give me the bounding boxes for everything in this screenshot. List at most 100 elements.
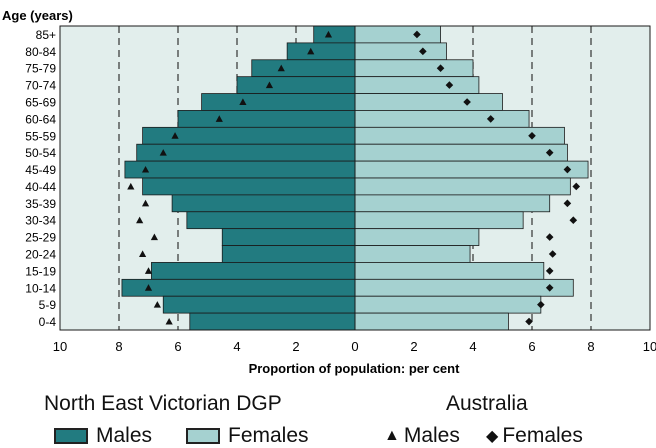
triangle-point <box>239 98 247 105</box>
triangle-marker-icon: ▲ <box>384 427 400 444</box>
legend-australia-females-label: Females <box>502 424 583 447</box>
age-label: 45-49 <box>25 163 56 177</box>
bar-males <box>124 160 356 179</box>
triangle-point <box>277 64 285 72</box>
age-label: 25-29 <box>25 231 56 245</box>
males-swatch <box>54 428 88 444</box>
triangle-point <box>171 132 179 139</box>
bar-males <box>221 245 356 263</box>
bar-females <box>354 93 503 111</box>
diamond-point <box>436 64 445 73</box>
diamond-point <box>528 131 536 140</box>
bar-females <box>354 278 574 297</box>
x-tick-label: 4 <box>469 339 476 354</box>
triangle-point <box>150 233 158 241</box>
diamond-point <box>413 30 421 39</box>
bar-males <box>221 228 356 246</box>
plot-border <box>59 25 651 331</box>
triangle-point <box>141 165 150 173</box>
bar-females <box>354 262 545 280</box>
triangle-point <box>159 149 167 156</box>
bar-females <box>354 42 447 61</box>
x-tick-label: 2 <box>410 339 417 354</box>
diamond-point <box>548 250 557 258</box>
diamond-point <box>463 98 471 106</box>
triangle-point <box>165 317 173 325</box>
population-pyramid-chart: 85+80-8475-7970-7465-6960-6455-5950-5445… <box>2 8 656 376</box>
bar-males <box>121 278 356 297</box>
age-label: 85+ <box>36 28 56 42</box>
diamond-point <box>563 199 572 208</box>
x-tick-label: 8 <box>115 339 122 354</box>
females-swatch <box>186 428 220 444</box>
diamond-point <box>486 115 495 123</box>
bar-males <box>186 211 356 230</box>
x-tick-label: 0 <box>351 339 358 354</box>
diamond-point <box>545 148 554 157</box>
bar-males <box>286 42 356 61</box>
legend-dgp-males: Males <box>54 424 152 448</box>
legend-dgp-females: Females <box>186 424 309 448</box>
legend-australia-males-label: Males <box>403 424 460 447</box>
australia-markers <box>127 30 581 326</box>
triangle-point <box>144 267 153 274</box>
bar-females <box>354 312 509 331</box>
bars <box>59 25 651 331</box>
bar-males <box>201 93 356 111</box>
age-label: 0-4 <box>39 315 57 329</box>
age-label: 65-69 <box>25 96 56 110</box>
age-label: 5-9 <box>39 298 57 312</box>
diamond-point <box>569 216 578 225</box>
age-label: 70-74 <box>25 79 56 93</box>
triangle-point <box>307 47 315 55</box>
bar-females <box>354 295 542 314</box>
x-tick-label: 6 <box>528 339 535 354</box>
triangle-point <box>136 216 144 224</box>
bar-males <box>151 262 356 280</box>
diamond-point <box>419 47 427 56</box>
x-tick-label: 6 <box>174 339 181 354</box>
age-label: 50-54 <box>25 146 56 160</box>
age-label: 10-14 <box>25 281 56 295</box>
triangle-point <box>324 30 333 38</box>
triangle-point <box>141 199 150 207</box>
x-tick-label: 4 <box>233 339 240 354</box>
triangle-point <box>139 250 147 257</box>
diamond-point <box>445 81 454 89</box>
bar-females <box>354 245 471 263</box>
bar-females <box>354 160 589 179</box>
bar-females <box>354 143 568 162</box>
bar-males <box>177 110 356 128</box>
x-tick-label: 8 <box>587 339 594 354</box>
bar-females <box>354 25 441 44</box>
age-label: 15-19 <box>25 264 56 278</box>
age-label: 60-64 <box>25 112 56 126</box>
triangle-point <box>265 81 274 89</box>
diamond-point <box>545 267 554 275</box>
x-tick-label: 10 <box>643 339 656 354</box>
bar-males <box>313 25 356 44</box>
bar-females <box>354 76 480 94</box>
age-label: 20-24 <box>25 248 56 262</box>
bar-males <box>171 194 356 213</box>
diamond-point <box>545 233 554 241</box>
bar-females <box>354 177 571 196</box>
bar-females <box>354 59 474 78</box>
legend-australia-title: Australia <box>446 392 528 415</box>
age-label: 40-44 <box>25 180 56 194</box>
age-label: 35-39 <box>25 197 56 211</box>
legend-dgp-title: North East Victorian DGP <box>44 392 282 415</box>
bar-females <box>354 110 530 128</box>
triangle-point <box>215 115 223 122</box>
legend-australia-females: ◆ Females <box>486 424 583 448</box>
diamond-point <box>525 317 533 326</box>
age-label: 30-34 <box>25 214 56 228</box>
bar-males <box>251 59 356 78</box>
bar-males <box>162 295 356 314</box>
diamond-point <box>537 300 545 309</box>
legend-dgp-males-label: Males <box>96 424 153 447</box>
legend-australia-males: ▲ Males <box>384 424 460 448</box>
diamond-point <box>545 283 554 292</box>
diamond-point <box>563 165 572 174</box>
age-label: 75-79 <box>25 62 56 76</box>
